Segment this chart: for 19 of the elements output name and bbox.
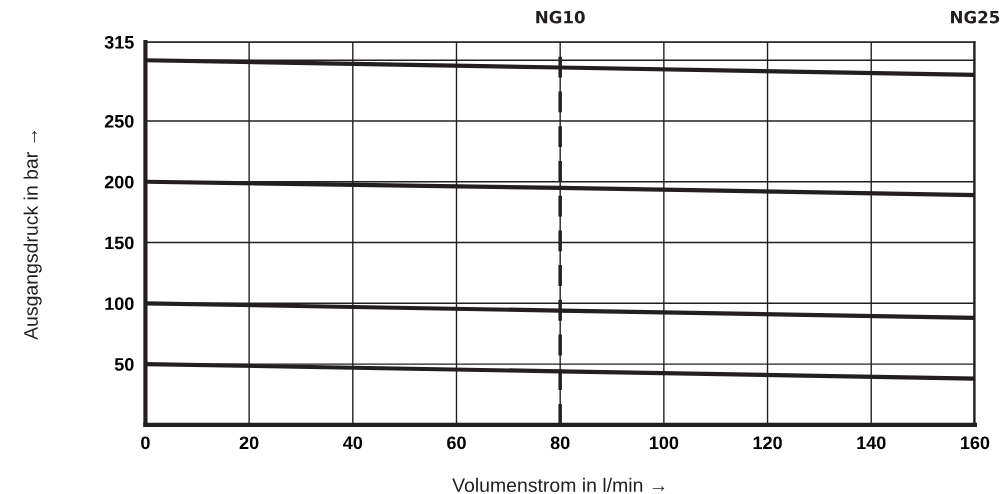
x-tick-label: 60 xyxy=(447,436,466,450)
x-tick-label: 140 xyxy=(857,436,886,450)
y-tick-label: 150 xyxy=(105,236,134,250)
y-tick-label: 250 xyxy=(104,114,134,128)
x-tick-label: 0 xyxy=(141,436,150,450)
x-tick-label: 40 xyxy=(343,436,363,450)
y-tick-label: 200 xyxy=(104,175,134,189)
ref-line-label: NG10 xyxy=(536,10,585,24)
y-tick-label: 315 xyxy=(104,35,134,49)
y-axis-title: Ausgangsdruck in bar → xyxy=(23,130,42,340)
ref-line-label: NG25 xyxy=(951,10,1000,24)
x-axis-title: Volumenstrom in l/min → xyxy=(452,477,665,493)
y-tick-label: 100 xyxy=(105,297,134,311)
x-tick-label: 20 xyxy=(239,436,259,450)
x-tick-label: 80 xyxy=(550,436,570,450)
x-tick-label: 120 xyxy=(753,436,782,450)
x-tick-label: 100 xyxy=(649,436,679,450)
y-tick-label: 50 xyxy=(114,358,134,371)
x-tick-label: 160 xyxy=(960,436,990,450)
